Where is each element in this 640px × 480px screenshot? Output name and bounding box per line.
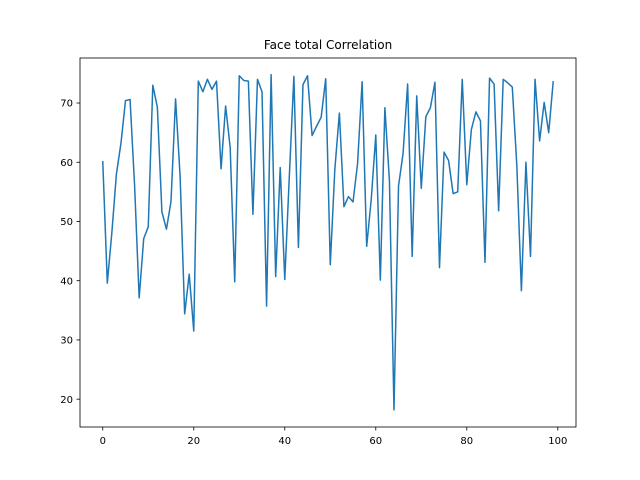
x-tick-label: 0 — [100, 436, 106, 447]
y-tick-label: 70 — [60, 99, 73, 110]
x-tick-label: 60 — [369, 436, 382, 447]
x-tick-label: 20 — [187, 436, 200, 447]
x-tick-label: 40 — [278, 436, 291, 447]
series-layer — [102, 73, 554, 411]
series-line-0 — [102, 73, 554, 411]
x-tick-label: 100 — [548, 436, 567, 447]
plot-frame — [79, 57, 577, 428]
y-tick-label: 50 — [60, 217, 73, 228]
y-tick-label: 20 — [60, 395, 73, 406]
y-tick-label: 60 — [60, 158, 73, 169]
y-axis: 20 30 40 50 60 70 — [60, 99, 80, 406]
x-axis: 0 20 40 60 80 100 — [100, 427, 567, 447]
y-tick-label: 40 — [60, 276, 73, 287]
y-tick-label: 30 — [60, 336, 73, 347]
x-tick-label: 80 — [460, 436, 473, 447]
chart-title: Face total Correlation — [264, 38, 392, 52]
